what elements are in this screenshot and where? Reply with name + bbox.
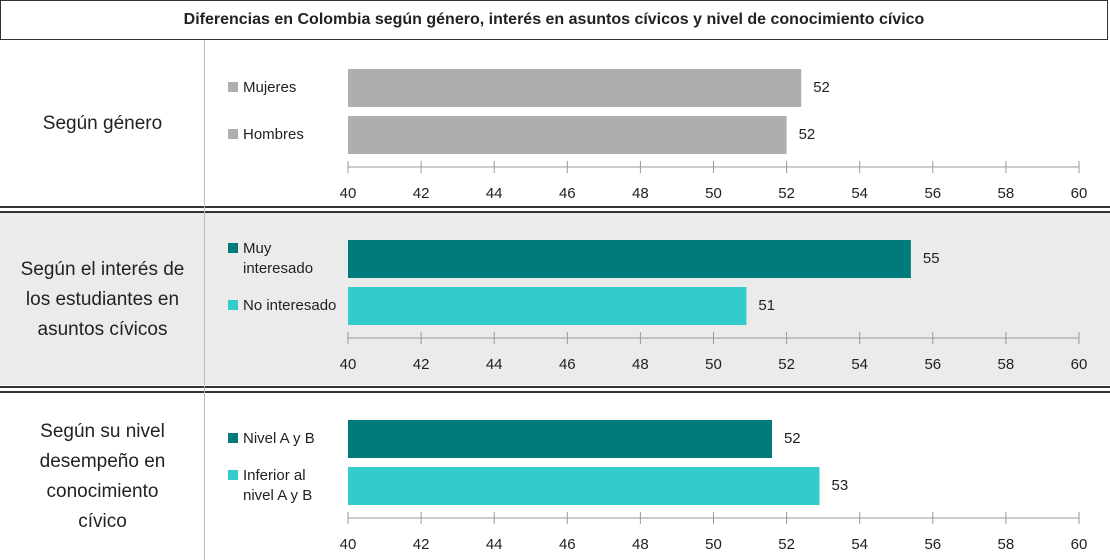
bar [348,287,747,325]
legend-label: No interesado [243,297,337,314]
x-tick-label: 50 [705,185,722,202]
legend-swatch [228,243,238,253]
value-label: 55 [923,250,940,267]
x-tick-label: 54 [851,356,868,373]
x-tick-label: 60 [1071,536,1088,553]
x-tick-label: 50 [705,536,722,553]
x-tick-label: 44 [486,185,503,202]
x-tick-label: 58 [998,536,1015,553]
x-tick-label: 46 [559,356,576,373]
legend-label: Mujeres [243,79,297,96]
x-tick-label: 60 [1071,185,1088,202]
legend-label: Nivel A y B [243,430,315,447]
x-tick-label: 44 [486,356,503,373]
legend-entry: Inferior al nivel A y B [228,466,338,506]
chart-title: Diferencias en Colombia según género, in… [0,0,1108,40]
x-tick-label: 56 [924,536,941,553]
bar [348,467,820,505]
x-tick-label: 44 [486,536,503,553]
value-label: 52 [813,79,830,96]
separator [0,386,1110,388]
x-tick-label: 40 [340,536,357,553]
legend-swatch [228,470,238,480]
bar [348,420,772,458]
legend-swatch [228,82,238,92]
legend-item: Inferior al nivel A y B [228,461,338,511]
legend-label: Hombres [243,126,304,143]
separator [0,211,1110,213]
legend-item: Nivel A y B [228,414,338,464]
row-label: Según su nivel desempeño en conocimiento… [39,420,166,532]
x-tick-label: 58 [998,356,1015,373]
legend-entry: Mujeres [228,78,296,98]
x-tick-label: 46 [559,536,576,553]
legend-swatch [228,129,238,139]
column-divider [204,40,205,560]
row-label: Según el interés de los estudiantes en a… [20,258,185,340]
x-tick-label: 58 [998,185,1015,202]
bar [348,69,802,107]
separator [0,206,1110,208]
x-tick-label: 48 [632,185,649,202]
row-label: Según género [42,113,163,134]
legend-entry: No interesado [228,296,336,316]
x-tick-label: 46 [559,185,576,202]
legend-entry: Hombres [228,125,304,145]
value-label: 52 [784,430,801,447]
legend-swatch [228,433,238,443]
separator [0,391,1110,393]
x-tick-label: 48 [632,536,649,553]
legend-item: Muy interesado [228,234,338,284]
x-tick-label: 56 [924,356,941,373]
x-tick-label: 42 [413,536,430,553]
x-tick-label: 50 [705,356,722,373]
value-label: 52 [799,126,816,143]
x-tick-label: 42 [413,185,430,202]
x-tick-label: 52 [778,356,795,373]
legend-item: No interesado [228,281,338,331]
x-tick-label: 52 [778,185,795,202]
legend-swatch [228,300,238,310]
legend-item: Hombres [228,110,338,160]
legend-entry: Nivel A y B [228,429,315,449]
legend-entry: Muy interesado [228,239,338,279]
x-tick-label: 56 [924,185,941,202]
bar [348,240,911,278]
x-tick-label: 42 [413,356,430,373]
x-tick-label: 40 [340,185,357,202]
x-tick-label: 40 [340,356,357,373]
legend-label: Muy interesado [243,240,314,277]
legend-label: Inferior al nivel A y B [243,467,313,504]
value-label: 51 [758,297,775,314]
x-tick-label: 54 [851,536,868,553]
x-tick-label: 52 [778,536,795,553]
value-label: 53 [831,477,848,494]
x-tick-label: 48 [632,356,649,373]
legend-item: Mujeres [228,63,338,113]
x-tick-label: 60 [1071,356,1088,373]
x-tick-label: 54 [851,185,868,202]
bar [348,116,787,154]
